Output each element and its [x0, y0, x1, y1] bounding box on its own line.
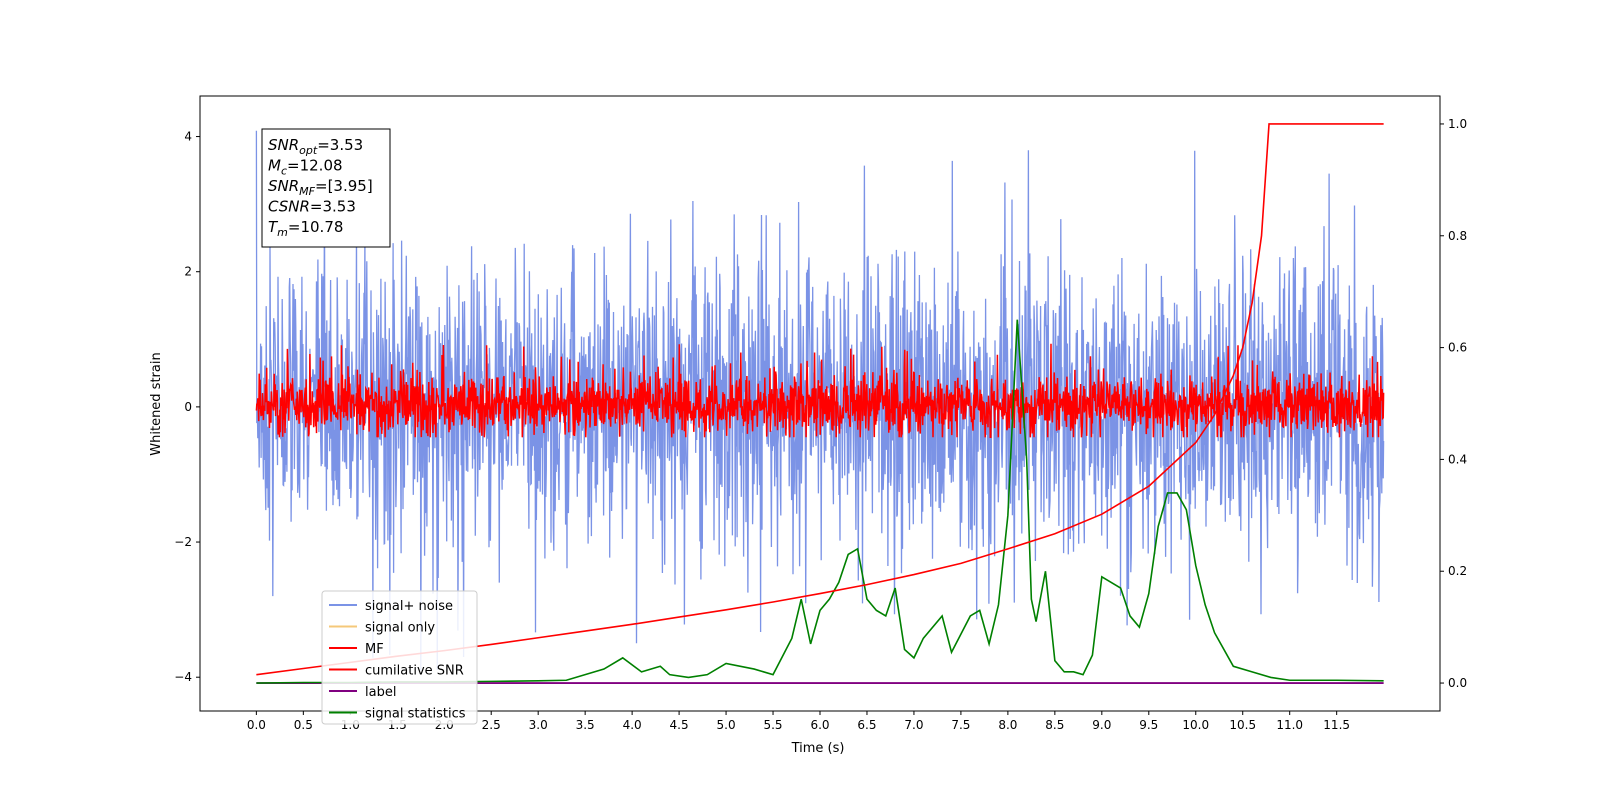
- legend-entry: signal+ noise: [365, 599, 453, 614]
- parameters-annotation-box: SNRopt=3.53Mc=12.08SNRMF=[3.95]CSNR=3.53…: [261, 128, 391, 248]
- series-mf: [255, 343, 1385, 439]
- annotation-line: SNRopt=3.53: [268, 136, 363, 157]
- y2-tick-label: 0.2: [1448, 564, 1467, 578]
- x-tick-label: 6.0: [810, 718, 829, 732]
- x-tick-label: 9.5: [1139, 718, 1158, 732]
- x-tick-label: 5.0: [717, 718, 736, 732]
- y-axis-left: 4 2 0 −2 −4: [174, 130, 200, 684]
- x-tick-label: 7.0: [904, 718, 923, 732]
- y-axis-right: 1.0 0.8 0.6 0.4 0.2 0.0: [1440, 117, 1467, 690]
- y2-tick-label: 0.0: [1448, 676, 1467, 690]
- legend-entry: signal only: [365, 621, 435, 636]
- x-tick-label: 11.5: [1323, 718, 1350, 732]
- y-tick-label: −2: [174, 535, 192, 549]
- y2-tick-label: 0.4: [1448, 452, 1467, 466]
- y2-tick-label: 0.8: [1448, 229, 1467, 243]
- annotation-frame: [261, 128, 391, 248]
- y2-tick-label: 1.0: [1448, 117, 1467, 131]
- legend-entry: signal statistics: [365, 707, 466, 722]
- annotation-line: Mc=12.08: [268, 157, 343, 178]
- y-tick-label: 4: [184, 130, 192, 144]
- x-tick-label: 11.0: [1276, 718, 1303, 732]
- y2-tick-label: 0.6: [1448, 341, 1467, 355]
- x-tick-label: 7.5: [951, 718, 970, 732]
- legend-entry: MF: [365, 642, 384, 657]
- legend-frame: [321, 590, 478, 725]
- x-tick-label: 8.0: [998, 718, 1017, 732]
- x-tick-label: 3.0: [529, 718, 548, 732]
- x-tick-label: 0.5: [294, 718, 313, 732]
- x-tick-label: 4.5: [670, 718, 689, 732]
- annotation-line: SNRMF=[3.95]: [268, 177, 373, 198]
- x-axis-label: Time (s): [791, 741, 845, 756]
- x-tick-label: 0.0: [247, 718, 266, 732]
- y-axis-label: Whitened strain: [149, 352, 164, 455]
- legend: signal+ noise signal only MF cumilative SNR…: [321, 590, 478, 725]
- x-tick-label: 3.5: [576, 718, 595, 732]
- legend-entry: cumilative SNR: [365, 664, 464, 679]
- legend-entry: label: [365, 685, 396, 700]
- series-signal-statistics: [256, 319, 1384, 684]
- y-tick-label: −4: [174, 670, 192, 684]
- x-tick-label: 9.0: [1092, 718, 1111, 732]
- x-tick-label: 4.0: [623, 718, 642, 732]
- x-tick-label: 10.0: [1182, 718, 1209, 732]
- x-tick-label: 5.5: [763, 718, 782, 732]
- annotation-line: CSNR=3.53: [268, 198, 356, 216]
- annotation-line: Tm=10.78: [268, 218, 343, 239]
- x-tick-label: 6.5: [857, 718, 876, 732]
- x-axis: 0.0 0.5 1.0 1.5 2.0 2.5 3.0 3.5 4.0 4.5 5.0 5.5 6.0 6…: [247, 711, 1350, 732]
- x-tick-label: 8.5: [1045, 718, 1064, 732]
- x-tick-label: 2.5: [482, 718, 501, 732]
- x-tick-label: 10.5: [1229, 718, 1256, 732]
- y-tick-label: 0: [184, 400, 192, 414]
- y-tick-label: 2: [184, 265, 192, 279]
